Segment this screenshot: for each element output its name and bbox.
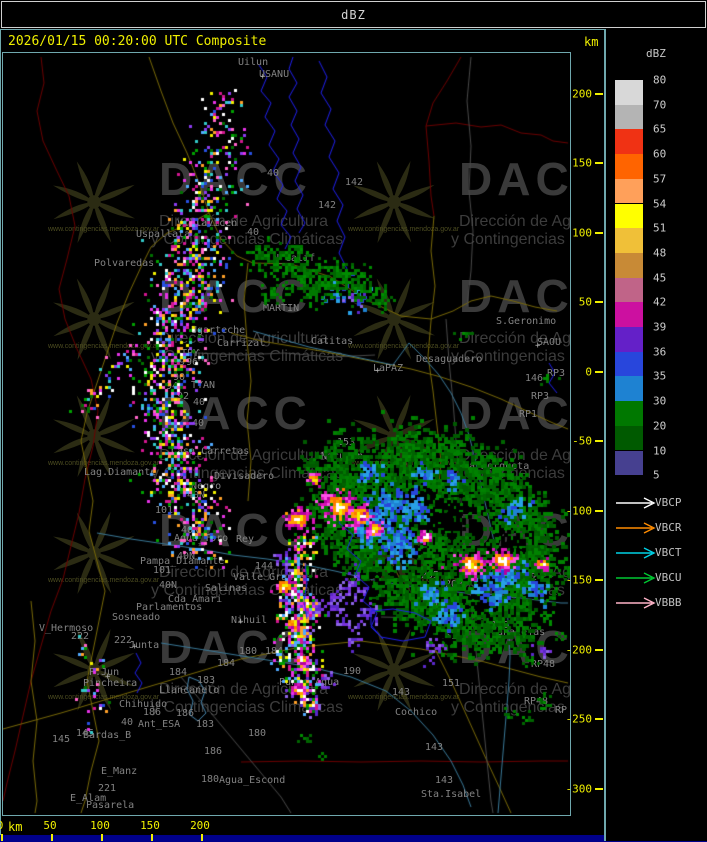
- colorbar-value-label: 42: [653, 295, 667, 309]
- colorbar-swatch-39: [615, 327, 643, 352]
- bottom-strip: [0, 835, 707, 842]
- right-axis-tick: [595, 579, 603, 581]
- radar-map: DACCDirección de Agriculturay Contingenc…: [2, 52, 571, 816]
- right-axis-tick-label: -50: [572, 434, 592, 448]
- right-axis-tick: [595, 440, 603, 442]
- colorbar-swatch-57: [615, 178, 643, 204]
- colorbar-value-label: 65: [653, 122, 667, 136]
- radar-echoes-canvas: [3, 53, 570, 815]
- right-axis-tick: [595, 162, 603, 164]
- title-bar: dBZ: [1, 1, 706, 28]
- colorbar-swatch-54: [615, 203, 643, 229]
- colorbar-value-label: 60: [653, 147, 667, 161]
- vector-legend-row: VBCU: [606, 572, 707, 584]
- colorbar-swatch-30: [615, 401, 643, 426]
- vector-label: VBCT: [655, 546, 682, 559]
- right-axis-tick: [595, 718, 603, 720]
- vbbb-arrow-icon: [616, 597, 656, 609]
- colorbar-value-label: 5: [653, 468, 660, 482]
- vbcr-arrow-icon: [616, 522, 656, 534]
- bottom-axis-tick-label: 100: [90, 819, 110, 832]
- vbcu-arrow-icon: [616, 572, 656, 584]
- colorbar-swatch-35: [615, 376, 643, 402]
- panel-separator: [604, 29, 606, 841]
- vector-label: VBCR: [655, 521, 682, 534]
- vector-legend-row: VBBB: [606, 597, 707, 609]
- vector-label: VBBB: [655, 596, 682, 609]
- colorbar-value-label: 48: [653, 246, 667, 260]
- bottom-axis-tick: [101, 834, 103, 841]
- vector-legend-row: VBCP: [606, 497, 707, 509]
- right-axis-tick-label: -150: [565, 573, 593, 587]
- vbct-arrow-icon: [616, 547, 656, 559]
- vbcp-arrow-icon: [616, 497, 656, 509]
- right-axis-tick-label: -250: [565, 712, 593, 726]
- vector-label: VBCP: [655, 496, 682, 509]
- bottom-axis-tick-label: 50: [43, 819, 57, 832]
- colorbar-swatch-48: [615, 252, 643, 278]
- bottom-axis-tick-label: 0: [0, 820, 3, 831]
- timestamp-label: 2026/01/15 00:20:00 UTC Composite: [8, 34, 267, 49]
- colorbar-value-label: 45: [653, 271, 667, 285]
- right-axis-tick-label: -100: [565, 504, 593, 518]
- right-axis-tick-label: -200: [565, 643, 593, 657]
- colorbar-title: dBZ: [646, 47, 666, 60]
- colorbar-swatch-60: [615, 154, 643, 179]
- bottom-axis-tick: [51, 834, 53, 841]
- right-axis-tick: [595, 788, 603, 790]
- colorbar-swatch-80: [615, 80, 643, 105]
- vector-legend-row: VBCT: [606, 547, 707, 559]
- bottom-axis-tick-label: 200: [190, 819, 210, 832]
- colorbar-swatch-10: [615, 450, 643, 476]
- colorbar-value-label: 10: [653, 444, 667, 457]
- right-axis-tick-label: -300: [565, 782, 593, 796]
- km-unit-label: km: [584, 35, 599, 49]
- colorbar-swatch-70: [615, 104, 643, 130]
- bottom-axis-tick: [1, 834, 3, 841]
- right-axis-tick: [595, 510, 603, 512]
- vector-label: VBCU: [655, 571, 682, 584]
- colorbar-swatch-42: [615, 302, 643, 327]
- colorbar-value-label: 51: [653, 221, 667, 235]
- colorbar-swatch-65: [615, 129, 643, 155]
- colorbar-panel: dBZ 80 70 65 60 57 54 51 48 45 42 39 36 35 30 20 10 5 VB…: [606, 29, 707, 841]
- colorbar-value-label: 35: [653, 369, 667, 383]
- colorbar-value-label: 70: [653, 98, 667, 112]
- right-axis-tick-label: 200: [572, 87, 592, 101]
- right-axis-tick: [595, 93, 603, 95]
- right-axis-tick: [595, 301, 603, 303]
- right-axis-tick-label: 150: [572, 156, 592, 170]
- window-title: dBZ: [341, 7, 366, 22]
- colorbar-value-label: 20: [653, 419, 667, 433]
- colorbar-value-label: 80: [653, 73, 667, 87]
- colorbar-swatch-51: [615, 228, 643, 253]
- right-axis-tick-label: 50: [578, 295, 592, 309]
- bottom-axis-tick: [201, 834, 203, 841]
- km-axis-label: km: [8, 820, 23, 834]
- right-axis-tick: [595, 649, 603, 651]
- colorbar-value-label: 30: [653, 394, 667, 408]
- colorbar-swatch-36: [615, 351, 643, 377]
- bottom-axis-tick: [151, 834, 153, 841]
- colorbar-value-label: 36: [653, 345, 667, 359]
- right-axis-tick: [595, 371, 603, 373]
- bottom-axis-tick-label: 150: [140, 819, 160, 832]
- right-axis-tick-label: 0: [585, 365, 592, 379]
- colorbar-swatch-45: [615, 277, 643, 303]
- vector-legend-row: VBCR: [606, 522, 707, 534]
- colorbar-value-label: 39: [653, 320, 667, 334]
- right-axis-tick-label: 100: [572, 226, 592, 240]
- colorbar-value-label: 54: [653, 197, 667, 210]
- colorbar-value-label: 57: [653, 172, 667, 186]
- colorbar-swatch-20: [615, 425, 643, 451]
- right-axis-tick: [595, 232, 603, 234]
